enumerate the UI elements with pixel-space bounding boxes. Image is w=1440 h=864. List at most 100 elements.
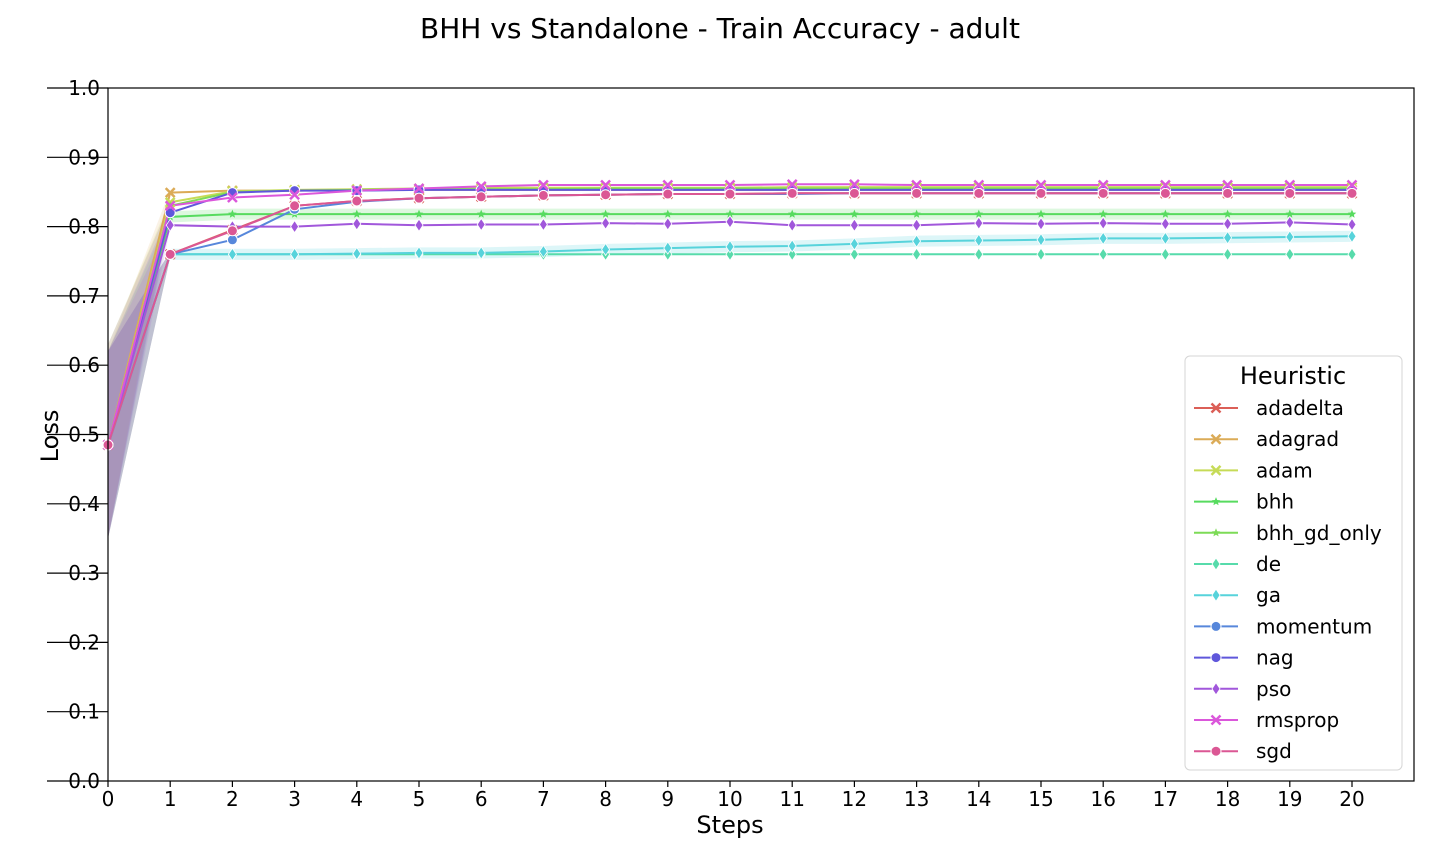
data-point-rmsprop [786, 178, 798, 190]
data-point-bhh [1098, 209, 1108, 218]
data-point-rmsprop [911, 179, 922, 191]
data-point-pso [1285, 215, 1295, 230]
data-point-rmsprop [600, 179, 611, 191]
legend: Heuristic adadelta adagrad adam bhh bhh_gd_o… [1184, 355, 1403, 771]
data-point-bhh [414, 209, 424, 218]
data-point-ga [538, 244, 548, 259]
data-point-pso [290, 219, 300, 234]
confidence-band-de [108, 251, 171, 539]
data-point-rmsprop [413, 183, 425, 194]
data-point-sgd [164, 248, 176, 260]
x-tick-label: 8 [599, 787, 612, 811]
data-point-ga [352, 246, 362, 261]
data-point-ga [849, 237, 859, 251]
data-point-sgd [724, 188, 736, 200]
legend-marker-pso [1211, 682, 1221, 696]
legend-label-adadelta: adadelta [1256, 396, 1344, 420]
data-point-de [1285, 247, 1295, 262]
data-point-sgd [226, 225, 238, 237]
legend-label-ga: ga [1256, 583, 1281, 607]
data-point-ga [663, 241, 673, 255]
data-point-ga [1098, 231, 1108, 246]
data-point-bhh [850, 209, 859, 218]
data-point-ga [725, 239, 735, 254]
data-point-rmsprop [475, 181, 487, 192]
data-point-rmsprop [1097, 179, 1109, 191]
x-tick-label: 10 [717, 787, 742, 811]
data-point-ga [1036, 233, 1046, 247]
data-point-rmsprop [662, 179, 674, 191]
legend-box [1184, 355, 1403, 771]
confidence-band-sgd [108, 251, 171, 539]
data-point-rmsprop [289, 189, 300, 201]
y-tick-label: 0.5 [68, 423, 100, 447]
data-point-sgd [600, 189, 612, 201]
x-tick-label: 6 [475, 787, 488, 811]
legend-title: Heuristic [1240, 362, 1346, 390]
data-point-sgd [1346, 187, 1358, 199]
legend-marker-adagrad [1210, 433, 1222, 445]
y-tick-label: 0.4 [68, 492, 100, 516]
data-point-sgd [1222, 187, 1234, 199]
data-point-bhh [476, 209, 486, 218]
confidence-bands [108, 189, 1353, 539]
data-point-sgd [537, 189, 549, 201]
data-point-bhh [352, 209, 362, 218]
data-point-rmsprop [164, 200, 176, 212]
x-tick-label: 5 [413, 787, 426, 811]
series-markers [102, 178, 1358, 452]
y-tick-label: 0.0 [68, 769, 100, 793]
confidence-band-bhh_gd_only [108, 203, 171, 539]
data-point-rmsprop [1346, 179, 1358, 191]
legend-label-pso: pso [1256, 677, 1291, 701]
legend-marker-nag [1210, 652, 1222, 664]
legend-marker-bhh [1211, 497, 1221, 506]
data-point-ga [1347, 229, 1357, 244]
y-tick-label: 0.2 [68, 630, 100, 654]
data-point-sgd [1035, 187, 1047, 199]
data-point-de [1098, 247, 1108, 262]
data-point-bhh [1036, 209, 1046, 218]
data-point-sgd [351, 195, 363, 207]
legend-marker-adam [1210, 465, 1222, 476]
legend-label-momentum: momentum [1256, 614, 1372, 638]
data-point-sgd [475, 191, 487, 203]
y-tick-label: 0.9 [68, 145, 100, 169]
data-point-ga [1223, 230, 1233, 245]
y-tick-label: 0.3 [68, 561, 100, 585]
data-point-bhh [912, 209, 921, 218]
data-point-bhh [663, 209, 673, 218]
legend-label-sgd: sgd [1256, 739, 1292, 763]
data-point-bhh [725, 209, 735, 218]
data-point-de [725, 247, 735, 262]
series-line-ga [107, 235, 1353, 446]
x-tick-label: 17 [1153, 787, 1178, 811]
y-tick-label: 0.8 [68, 215, 100, 239]
legend-label-bhh_gd_only: bhh_gd_only [1256, 521, 1382, 545]
data-point-nag [164, 207, 176, 219]
data-point-bhh [1161, 209, 1170, 218]
data-point-pso [1223, 217, 1233, 231]
data-point-sgd [848, 187, 860, 199]
data-point-sgd [1159, 187, 1171, 199]
data-point-pso [414, 218, 424, 232]
x-tick-label: 1 [164, 787, 177, 811]
x-axis-label: Steps [696, 811, 763, 839]
x-tick-label: 15 [1028, 787, 1053, 811]
data-point-de [1347, 247, 1357, 262]
confidence-band-ga [108, 251, 171, 539]
data-point-bhh [1347, 209, 1357, 218]
legend-marker-de [1211, 557, 1221, 571]
data-point-ga [787, 239, 797, 253]
data-point-pso [476, 217, 486, 232]
data-point-rmsprop [973, 179, 985, 191]
data-point-de [1036, 247, 1046, 262]
data-point-bhh [539, 209, 548, 218]
x-tick-label: 19 [1277, 787, 1302, 811]
data-point-de [787, 247, 797, 262]
data-point-ga [476, 246, 486, 260]
data-point-de [974, 247, 984, 262]
data-point-bhh [228, 209, 237, 218]
